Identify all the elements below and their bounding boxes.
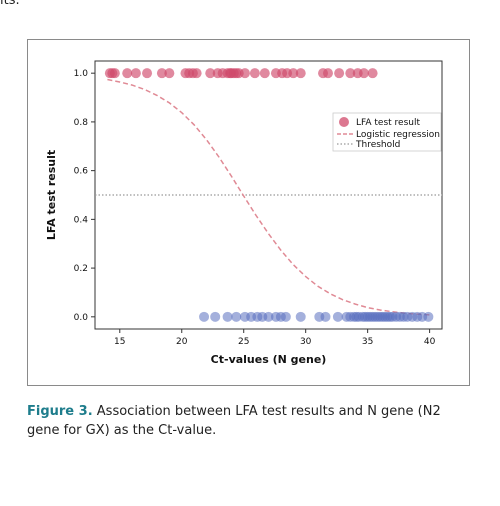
positive-point	[367, 68, 378, 79]
positive-point	[142, 68, 153, 79]
legend: LFA test result Logistic regression Thre…	[332, 112, 442, 152]
positive-point	[122, 68, 133, 79]
negative-point	[210, 311, 221, 322]
negative-point	[280, 311, 291, 322]
figure-caption: Figure 3. Association between LFA test r…	[27, 402, 477, 440]
negative-point	[332, 311, 343, 322]
preceding-text-fragment: lts.	[0, 0, 20, 8]
y-tick-label: 1.0	[74, 69, 89, 79]
positive-point	[205, 68, 216, 79]
positive-point	[156, 68, 167, 79]
negative-point	[199, 311, 210, 322]
figure-frame: 15 20 25 30 35 40 0.0 0.2 0.4 0.6 0.8 1.0 Ct-value…	[27, 39, 470, 386]
legend-entry-lfa: LFA test result	[356, 118, 420, 128]
positive-point	[109, 68, 120, 79]
y-axis-ticks: 0.0 0.2 0.4 0.6 0.8 1.0	[74, 69, 95, 323]
negative-point	[263, 311, 274, 322]
positive-point	[358, 68, 369, 79]
legend-marker-scatter	[339, 117, 349, 127]
legend-box	[332, 112, 442, 152]
legend-entry-threshold: Threshold	[355, 140, 400, 150]
logistic-regression-chart: 15 20 25 30 35 40 0.0 0.2 0.4 0.6 0.8 1.0 Ct-value…	[45, 60, 443, 366]
legend-entry-regression: Logistic regression	[356, 130, 440, 140]
x-axis-label: Ct-values (N gene)	[211, 353, 327, 366]
negative-point	[231, 311, 242, 322]
y-tick-label: 0.8	[74, 118, 89, 128]
y-tick-label: 0.4	[74, 215, 89, 225]
y-tick-label: 0.6	[74, 167, 89, 177]
negative-point	[222, 311, 233, 322]
positive-point	[345, 68, 356, 79]
caption-text: Association between LFA test results and…	[27, 404, 441, 438]
x-axis-ticks: 15 20 25 30 35 40	[114, 329, 436, 347]
y-tick-label: 0.2	[74, 264, 88, 274]
y-tick-label: 0.0	[74, 313, 89, 323]
regression-curve	[107, 78, 430, 316]
y-axis-label: LFA test result	[45, 150, 58, 240]
x-tick-label: 25	[238, 337, 249, 347]
x-tick-label: 35	[362, 337, 373, 347]
x-tick-label: 30	[300, 337, 312, 347]
positive-point	[288, 68, 299, 79]
positive-point	[334, 68, 345, 79]
negative-point	[320, 311, 331, 322]
regression-curve-group	[107, 78, 430, 316]
negative-point	[423, 311, 434, 322]
positive-point	[164, 68, 175, 79]
positive-point	[191, 68, 202, 79]
positive-point	[130, 68, 141, 79]
x-tick-label: 20	[176, 337, 188, 347]
x-tick-label: 15	[114, 337, 125, 347]
positive-point	[239, 68, 250, 79]
x-tick-label: 40	[424, 337, 436, 347]
caption-label: Figure 3.	[27, 404, 93, 419]
scatter-points-group	[104, 68, 434, 322]
positive-point	[322, 68, 333, 79]
positive-point	[249, 68, 260, 79]
positive-point	[295, 68, 306, 79]
negative-point	[295, 311, 306, 322]
positive-point	[259, 68, 270, 79]
